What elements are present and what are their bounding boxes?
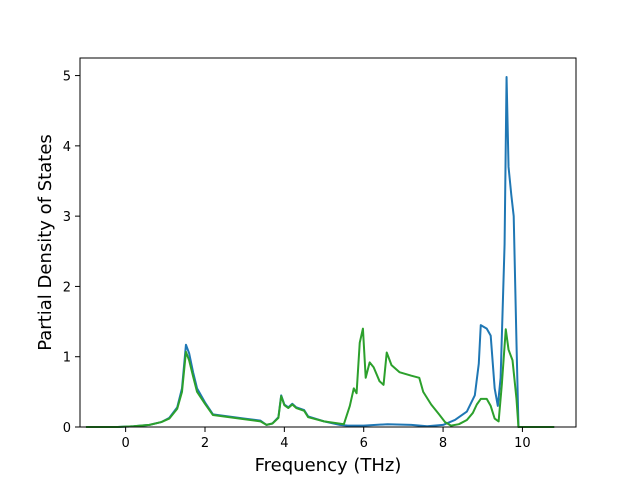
y-axis-ticks: 0 1 2 3 4 5 bbox=[63, 70, 80, 436]
x-tick-label: 4 bbox=[280, 436, 288, 451]
y-tick-label: 5 bbox=[63, 70, 71, 85]
y-tick-label: 4 bbox=[63, 140, 71, 155]
x-tick-label: 2 bbox=[201, 436, 209, 451]
series-layer bbox=[85, 75, 555, 428]
series-line-2 bbox=[85, 327, 555, 428]
x-tick-label: 0 bbox=[121, 436, 129, 451]
x-axis-label: Frequency (THz) bbox=[255, 455, 402, 476]
y-tick-label: 1 bbox=[63, 351, 71, 366]
x-axis-ticks: 0 2 4 6 8 10 bbox=[121, 427, 531, 451]
y-tick-label: 0 bbox=[63, 421, 71, 436]
axes-frame bbox=[79, 57, 577, 428]
y-axis-label: Partial Density of States bbox=[35, 134, 56, 351]
x-tick-label: 8 bbox=[439, 436, 447, 451]
y-tick-label: 3 bbox=[63, 210, 71, 225]
y-tick-label: 2 bbox=[63, 280, 71, 295]
plot-area bbox=[79, 57, 577, 428]
x-tick-label: 6 bbox=[360, 436, 368, 451]
x-tick-label: 10 bbox=[514, 436, 531, 451]
